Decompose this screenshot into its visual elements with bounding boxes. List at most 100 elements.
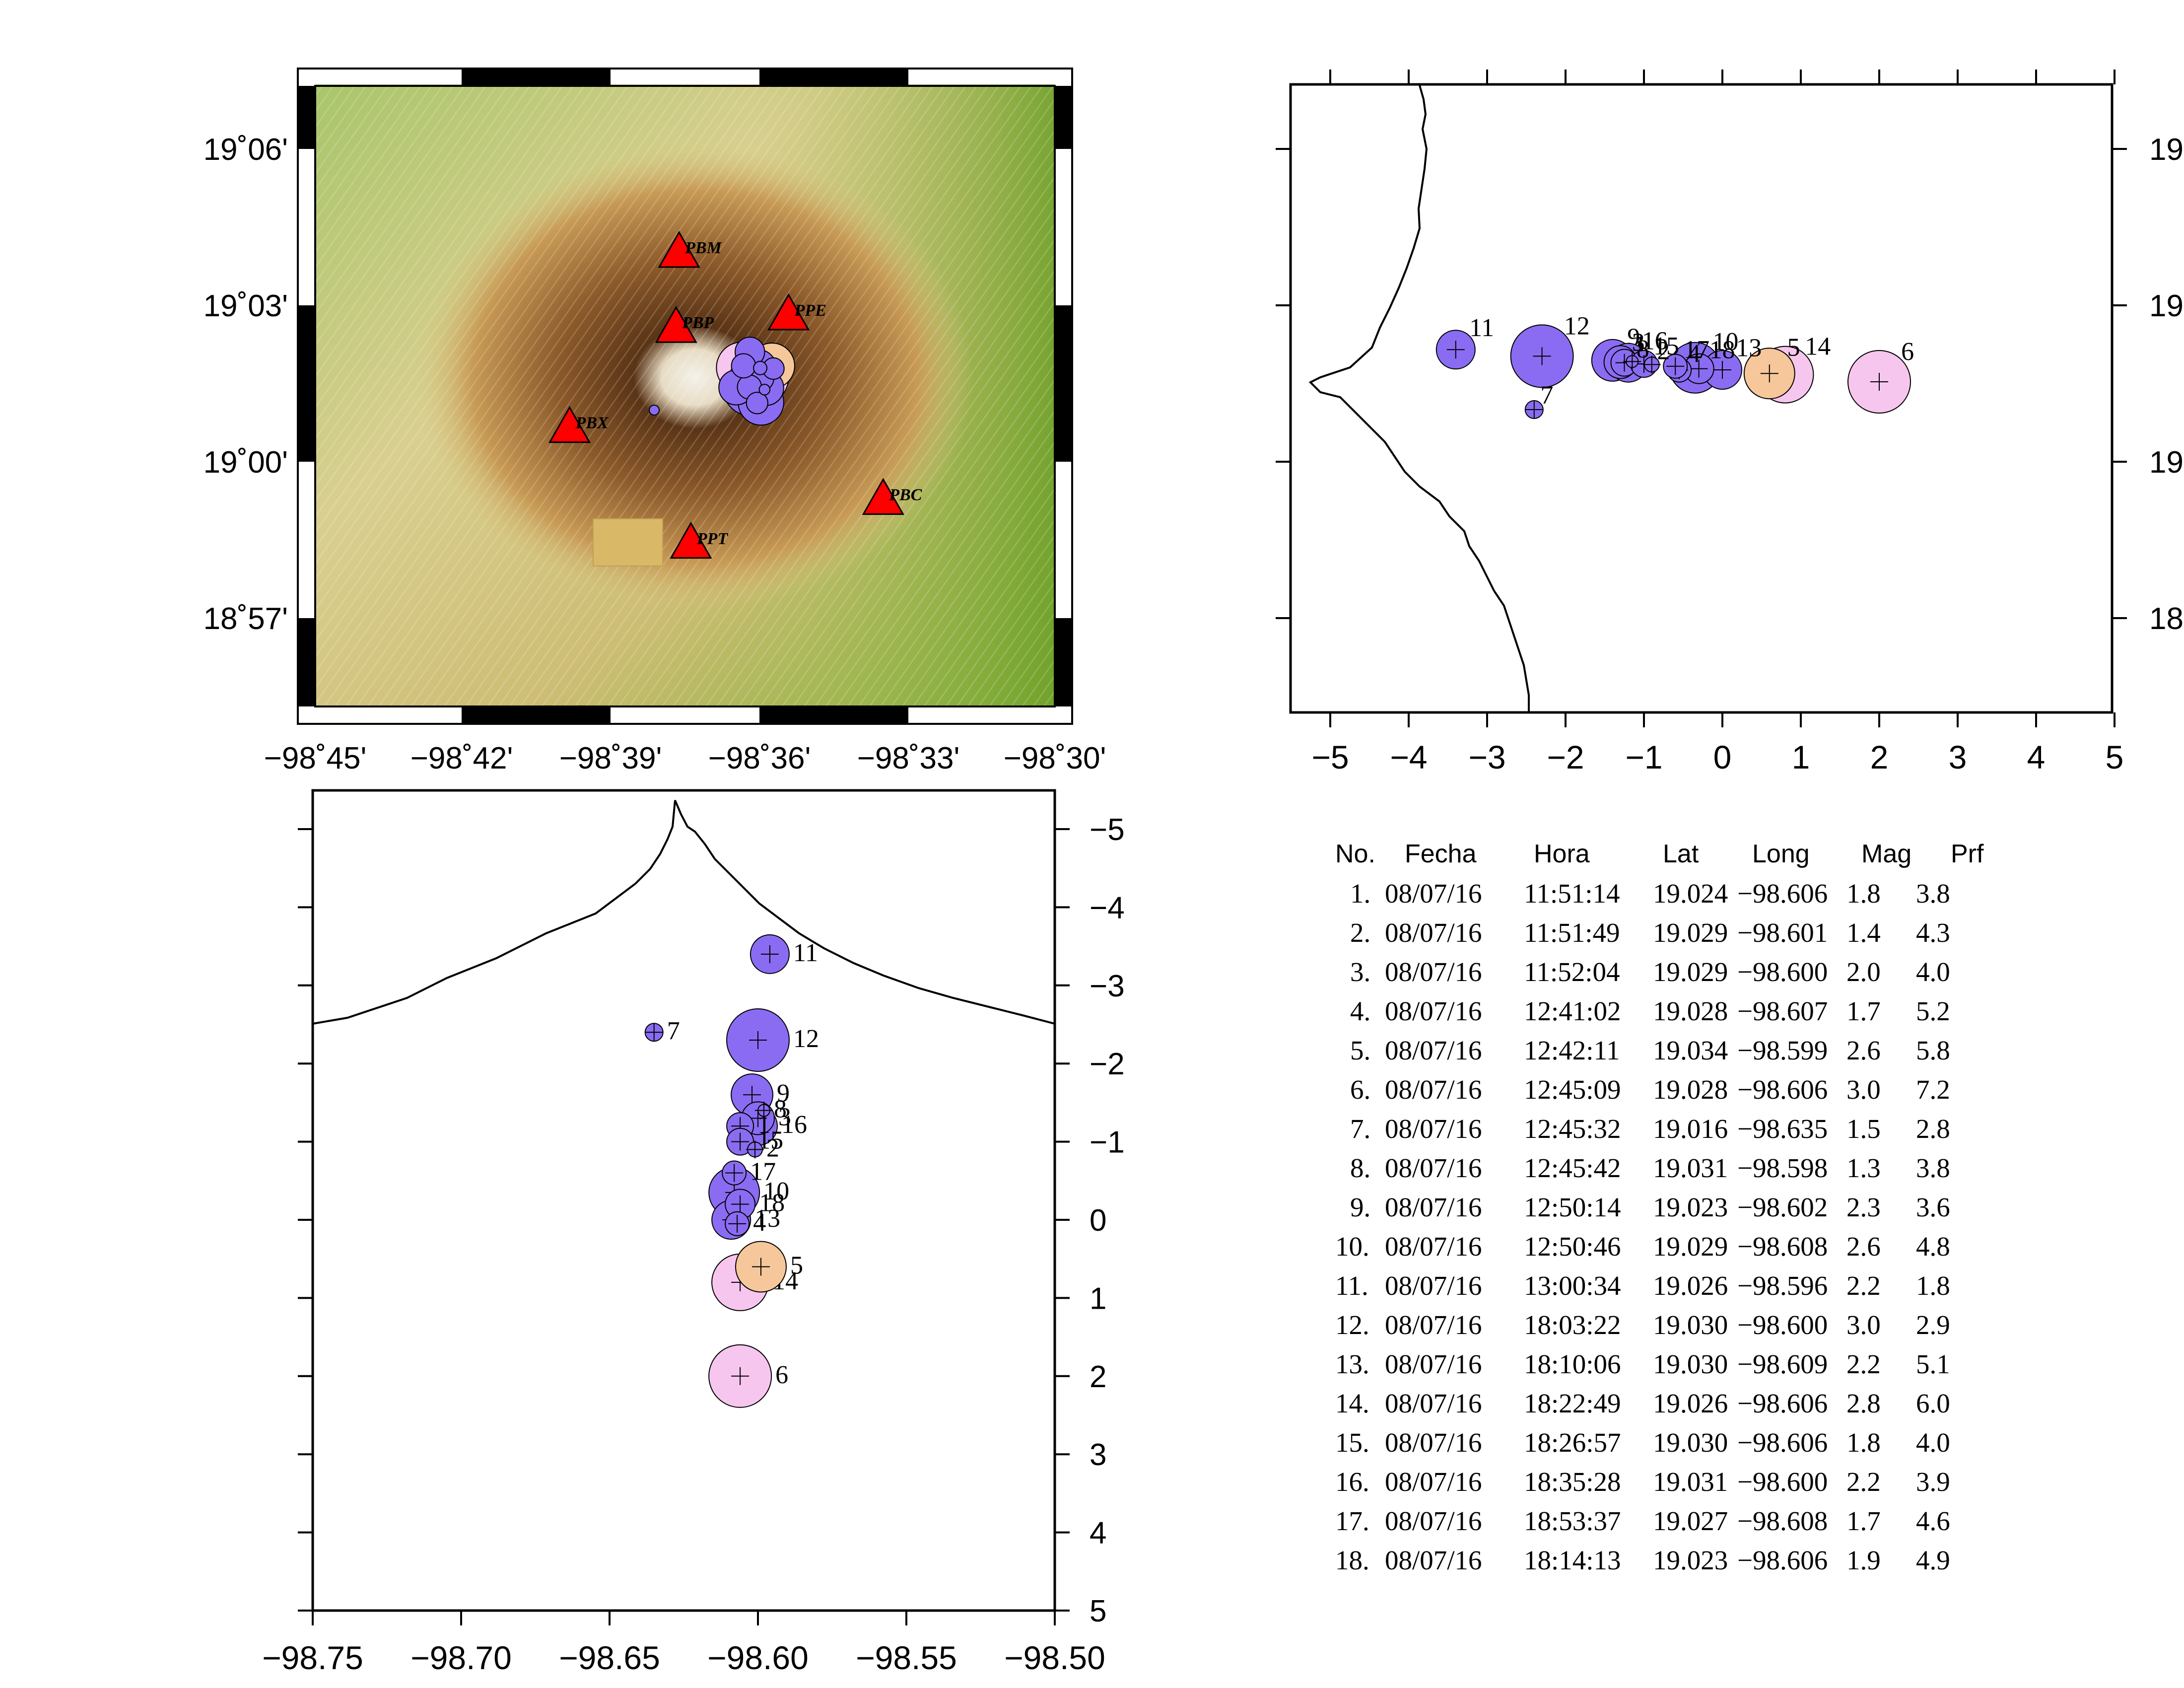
quarry-patch <box>593 518 663 566</box>
table-cell: 4.0 <box>1916 957 1950 987</box>
table-cell: 2.0 <box>1846 957 1881 987</box>
table-cell: 08/07/16 <box>1385 996 1482 1026</box>
ew-x-tick-label: 2 <box>1870 739 1889 775</box>
table-cell: 12:50:46 <box>1524 1231 1621 1262</box>
ew-event-label: 13 <box>1736 334 1762 362</box>
depth-x-tick-label: −98.50 <box>1004 1639 1105 1676</box>
table-cell: −98.602 <box>1737 1192 1828 1222</box>
table-cell: 3.8 <box>1916 878 1950 909</box>
table-cell: 12:41:02 <box>1524 996 1621 1026</box>
table-cell: 08/07/16 <box>1385 1192 1482 1222</box>
table-cell: 1.3 <box>1846 1153 1881 1183</box>
map-y-tick-label: 19˚00' <box>204 445 288 480</box>
table-cell: −98.608 <box>1737 1506 1828 1536</box>
map-x-tick-label: −98˚45' <box>264 741 367 775</box>
depth-y-tick-label: 3 <box>1090 1438 1106 1472</box>
table-cell: 08/07/16 <box>1385 1545 1482 1575</box>
table-cell: 5. <box>1350 1035 1371 1065</box>
station-label: PBX <box>575 414 609 432</box>
table-cell: 2.2 <box>1846 1270 1881 1301</box>
ew-x-tick-label: 0 <box>1713 739 1732 775</box>
ew-y-tick-label: 18 <box>2149 602 2184 636</box>
table-cell: 2.6 <box>1846 1035 1881 1065</box>
map-x-tick-label: −98˚42' <box>410 741 513 775</box>
depth-event-label: 11 <box>793 939 818 967</box>
table-cell: 2. <box>1350 917 1371 948</box>
table-cell: 08/07/16 <box>1385 1074 1482 1105</box>
table-cell: 4.3 <box>1916 917 1950 948</box>
station-label: PBM <box>684 239 722 257</box>
table-cell: 1.8 <box>1916 1270 1950 1301</box>
table-cell: 08/07/16 <box>1385 1506 1482 1536</box>
table-cell: 3.0 <box>1846 1310 1881 1340</box>
depth-cross-icon <box>725 1164 744 1182</box>
table-cell: 3.8 <box>1916 1153 1950 1183</box>
table-cell: 18:53:37 <box>1524 1506 1621 1536</box>
table-cell: 2.2 <box>1846 1349 1881 1379</box>
ew-y-tick-label: 19 <box>2149 445 2184 480</box>
table-cell: −98.607 <box>1737 996 1828 1026</box>
table-cell: 11. <box>1335 1270 1368 1301</box>
table-cell: −98.600 <box>1737 957 1828 987</box>
depth-event-label: 12 <box>793 1025 819 1053</box>
ew-x-tick-label: 5 <box>2106 739 2124 775</box>
map-x-tick-label: −98˚36' <box>708 741 811 775</box>
ew-x-tick-label: −5 <box>1311 739 1349 775</box>
table-cell: 19.024 <box>1653 878 1728 909</box>
ew-event-label: 6 <box>1901 338 1914 366</box>
table-header-cell: Lat <box>1663 840 1699 868</box>
table-cell: 1.5 <box>1846 1114 1881 1144</box>
table-cell: −98.608 <box>1737 1231 1828 1262</box>
table-cell: 1.8 <box>1846 878 1881 909</box>
depth-event-label: 8 <box>774 1095 787 1124</box>
depth-event-label: 16 <box>781 1111 807 1139</box>
table-cell: 2.9 <box>1916 1310 1950 1340</box>
table-cell: 19.030 <box>1653 1349 1728 1379</box>
depth-cross-icon <box>731 1195 750 1213</box>
map-frame <box>297 68 1073 725</box>
table-cell: 6.0 <box>1916 1388 1950 1418</box>
border-segment <box>298 618 315 706</box>
table-cell: 1.7 <box>1846 1506 1881 1536</box>
depth-cross-icon <box>731 1367 750 1385</box>
depth-cross-icon <box>760 945 779 963</box>
table-cell: 11:51:49 <box>1524 917 1620 948</box>
ew-cross-icon <box>1690 359 1708 378</box>
table-cell: 12:45:42 <box>1524 1153 1621 1183</box>
map-y-tick-label: 18˚57' <box>204 602 288 636</box>
epicenter-marker <box>758 383 771 396</box>
table-cell: 08/07/16 <box>1385 1153 1482 1183</box>
table-cell: 2.2 <box>1846 1467 1881 1497</box>
table-cell: 08/07/16 <box>1385 1388 1482 1418</box>
border-segment <box>462 69 611 86</box>
relief-map-panel: PBM PBP PPE PBX PBC PPT −98˚45' −98˚42' −98˚39'… <box>204 68 1106 775</box>
table-cell: 3.0 <box>1846 1074 1881 1105</box>
table-cell: 12:45:32 <box>1524 1114 1621 1144</box>
table-cell: 08/07/16 <box>1385 1035 1482 1065</box>
ew-x-ticks: −5 −4 −3 −2 −1 0 1 2 3 4 5 <box>1311 70 2123 775</box>
table-cell: 2.6 <box>1846 1231 1881 1262</box>
table-cell: 4. <box>1350 996 1371 1026</box>
ew-cross-icon <box>1446 341 1465 359</box>
depth-event-label: 7 <box>667 1017 680 1045</box>
depth-y-tick-label: −1 <box>1090 1125 1125 1160</box>
ew-event-label: 5 <box>1787 334 1800 362</box>
depth-y-tick-label: 2 <box>1090 1360 1106 1394</box>
ew-event-label: 7 <box>1540 381 1553 409</box>
ew-cross-icon <box>1533 347 1551 365</box>
depth-x-tick-label: −98.65 <box>559 1639 660 1676</box>
border-segment <box>1055 618 1072 706</box>
map-y-tick-label: 19˚03' <box>204 289 288 323</box>
table-cell: 9. <box>1350 1192 1371 1222</box>
table-cell: 19.029 <box>1653 1231 1728 1262</box>
depth-cross-icon <box>743 1086 761 1104</box>
table-cell: 18. <box>1335 1545 1369 1575</box>
station-triangle-icon <box>670 521 712 559</box>
depth-cross-icon <box>746 1140 764 1159</box>
table-cell: 11:52:04 <box>1524 957 1620 987</box>
table-cell: 19.030 <box>1653 1427 1728 1458</box>
station-triangle-icon <box>862 478 904 515</box>
table-cell: −98.598 <box>1737 1153 1828 1183</box>
